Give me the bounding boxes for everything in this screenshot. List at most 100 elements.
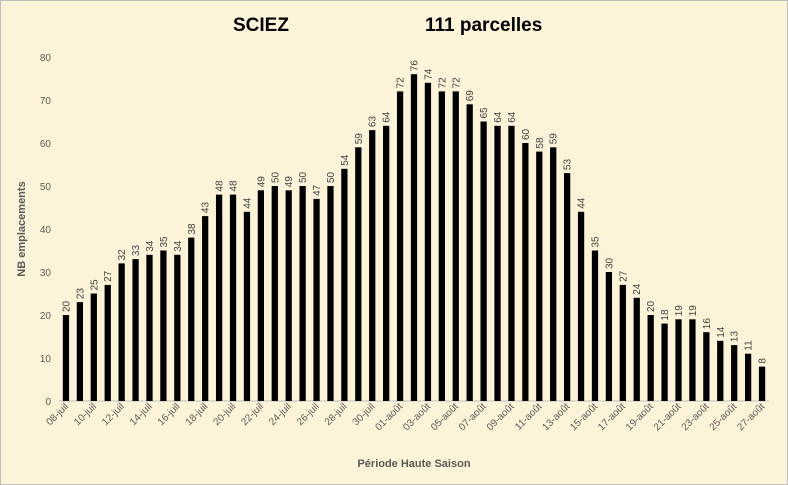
bar xyxy=(104,284,111,401)
bar xyxy=(480,121,487,401)
data-label: 50 xyxy=(326,171,337,183)
data-label: 50 xyxy=(270,171,281,183)
data-label: 49 xyxy=(284,176,295,188)
bar xyxy=(744,353,752,401)
data-label: 72 xyxy=(396,77,407,89)
data-label: 59 xyxy=(549,133,560,145)
data-label: 64 xyxy=(507,111,518,123)
bar xyxy=(313,198,320,401)
data-label: 69 xyxy=(465,90,476,102)
data-label: 24 xyxy=(632,283,643,295)
data-label: 60 xyxy=(521,128,532,140)
chart-subtitle: 111 parcelles xyxy=(425,15,543,36)
bar xyxy=(369,130,376,401)
data-label: 8 xyxy=(758,358,769,364)
data-label: 64 xyxy=(382,111,393,123)
data-label: 48 xyxy=(229,180,240,192)
data-label: 20 xyxy=(61,300,72,312)
data-label: 34 xyxy=(173,240,184,252)
bar xyxy=(62,315,70,401)
bar xyxy=(508,125,515,402)
bar xyxy=(257,190,264,401)
x-tick-label: 12-juil xyxy=(100,401,127,428)
data-label: 25 xyxy=(89,279,100,291)
bar xyxy=(633,297,640,401)
data-label: 76 xyxy=(410,60,421,72)
bar xyxy=(605,272,613,401)
data-label: 44 xyxy=(242,197,253,209)
bar xyxy=(341,168,348,401)
data-label: 65 xyxy=(479,107,490,119)
bar xyxy=(243,211,251,401)
data-label: 44 xyxy=(577,197,588,209)
y-tick-label: 40 xyxy=(40,225,52,236)
bar xyxy=(299,186,306,401)
y-tick-label: 70 xyxy=(40,96,52,107)
bar xyxy=(76,302,84,401)
data-label: 18 xyxy=(660,309,671,321)
bar xyxy=(410,74,418,401)
x-tick-label: 30-juil xyxy=(351,401,378,428)
data-label: 20 xyxy=(646,300,657,312)
y-tick-label: 10 xyxy=(40,354,52,365)
y-tick-label: 60 xyxy=(40,139,52,150)
data-label: 63 xyxy=(368,116,379,128)
bar xyxy=(661,323,668,401)
data-label: 72 xyxy=(451,77,462,89)
x-axis-title: Période Haute Saison xyxy=(357,458,470,470)
data-label: 30 xyxy=(604,257,615,269)
x-tick-label: 25-août xyxy=(708,401,740,433)
data-label: 34 xyxy=(145,240,156,252)
chart-title: SCIEZ xyxy=(233,15,289,36)
bar xyxy=(215,194,223,401)
x-tick-label: 14-juil xyxy=(128,401,155,428)
x-tick-label: 15-août xyxy=(568,401,600,433)
bar xyxy=(132,259,139,401)
x-tick-label: 09-août xyxy=(485,401,517,433)
x-tick-label: 10-juil xyxy=(72,401,99,428)
data-label: 16 xyxy=(702,318,713,330)
data-label: 43 xyxy=(201,202,212,214)
bar xyxy=(396,91,404,402)
data-label: 47 xyxy=(312,184,323,196)
x-tick-label: 07-août xyxy=(457,401,489,433)
x-tick-label: 13-août xyxy=(540,401,572,433)
bar xyxy=(703,332,710,401)
x-tick-label: 01-août xyxy=(373,401,405,433)
y-tick-label: 20 xyxy=(40,311,52,322)
bar xyxy=(647,315,654,401)
bar xyxy=(285,190,292,401)
bar xyxy=(188,237,195,401)
bar xyxy=(675,319,682,401)
data-label: 35 xyxy=(590,236,601,248)
y-tick-label: 0 xyxy=(45,397,51,408)
data-label: 58 xyxy=(535,137,546,149)
bar xyxy=(271,186,278,401)
x-tick-label: 21-août xyxy=(652,401,684,433)
data-label: 14 xyxy=(716,326,727,338)
bar xyxy=(731,345,738,401)
x-tick-label: 20-juil xyxy=(211,401,238,428)
bar xyxy=(619,284,626,401)
x-tick-label: 24-juil xyxy=(267,401,294,428)
x-tick-label: 22-juil xyxy=(239,401,266,428)
bar xyxy=(522,143,529,401)
data-label: 27 xyxy=(618,270,629,282)
data-label: 23 xyxy=(75,288,86,300)
bar xyxy=(717,340,724,401)
bar xyxy=(550,147,557,401)
bar xyxy=(160,250,167,401)
data-label: 59 xyxy=(354,133,365,145)
data-label: 49 xyxy=(256,176,267,188)
data-label: 48 xyxy=(215,180,226,192)
x-tick-label: 17-août xyxy=(596,401,628,433)
bar xyxy=(327,186,334,401)
bar xyxy=(438,91,445,402)
bar xyxy=(494,125,501,402)
data-label: 38 xyxy=(187,223,198,235)
bar xyxy=(90,293,97,401)
x-tick-label: 28-juil xyxy=(323,401,350,428)
bar xyxy=(564,173,571,401)
bar xyxy=(536,151,543,401)
